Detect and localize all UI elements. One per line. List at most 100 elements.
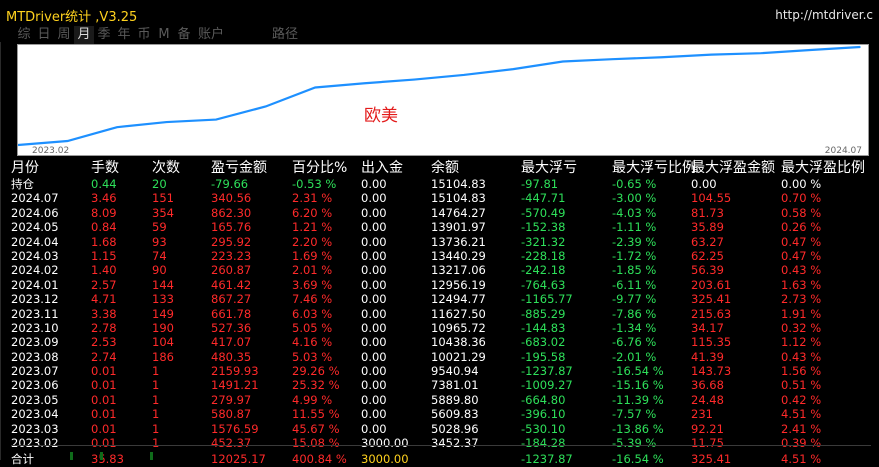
cell-max_dd_pct: -5.39 % (612, 436, 657, 451)
cell-max_dd_pct: -7.86 % (612, 306, 657, 321)
cell-lots: 0.01 (91, 392, 117, 407)
cell-balance: 7381.01 (431, 378, 479, 393)
cell-max_fp: 36.68 (691, 378, 724, 393)
cell-lots: 1.68 (91, 234, 117, 249)
cell-deposit: 0.00 (361, 234, 387, 249)
cell-max_dd: -152.38 (521, 220, 566, 235)
cell-lots: 0.84 (91, 220, 117, 235)
cell-count: 93 (152, 234, 167, 249)
cell-month: 2024.05 (11, 220, 59, 235)
cell-max_dd: -1165.77 (521, 292, 573, 307)
cell-lots: 8.09 (91, 205, 117, 220)
cell-lots: 2.74 (91, 349, 117, 364)
cell-max_fp_pct: 2.41 % (781, 421, 822, 436)
holding-deposit: 0.00 (361, 177, 387, 191)
cell-max_fp: 35.89 (691, 220, 724, 235)
bottom-tick-1 (100, 452, 103, 460)
cell-count: 1 (152, 364, 160, 379)
cell-deposit: 0.00 (361, 364, 387, 379)
cell-max_dd_pct: -1.34 % (612, 320, 657, 335)
cell-max_dd: -570.49 (521, 205, 566, 220)
cell-month: 2023.09 (11, 335, 59, 350)
cell-pct: 6.03 % (292, 306, 333, 321)
tab-2[interactable]: 周 (57, 27, 71, 42)
cell-pct: 2.01 % (292, 263, 333, 278)
cell-max_fp_pct: 0.42 % (781, 392, 822, 407)
website-link[interactable]: http://mtdriver.c (775, 8, 873, 22)
cell-deposit: 0.00 (361, 306, 387, 321)
cell-count: 74 (152, 248, 167, 263)
cell-max_fp_pct: 0.47 % (781, 234, 822, 249)
cell-max_fp: 215.63 (691, 306, 732, 321)
cell-pct: 29.26 % (292, 364, 340, 379)
tab-3[interactable]: 月 (74, 26, 94, 44)
table-row: 2023.12 4.71 133 867.27 7.46 % 0.00 12494.77 -1… (11, 292, 871, 306)
cell-max_dd: -530.10 (521, 421, 566, 436)
cell-count: 186 (152, 349, 174, 364)
holding-row: 持仓 0.44 20 -79.66 -0.53 % 0.00 15104.83 -97.81 -… (11, 177, 871, 191)
cell-max_fp: 203.61 (691, 277, 732, 292)
cell-pct: 1.69 % (292, 248, 333, 263)
cell-deposit: 0.00 (361, 248, 387, 263)
cell-deposit: 0.00 (361, 407, 387, 422)
cell-pct: 3.69 % (292, 277, 333, 292)
cell-pct: 5.03 % (292, 349, 333, 364)
cell-lots: 1.40 (91, 263, 117, 278)
title-bar: MTDriver统计 ,V3.25 http://mtdriver.c (0, 0, 879, 28)
equity-point-17 (859, 46, 861, 48)
cell-pct: 25.32 % (292, 378, 340, 393)
cell-pl: 260.87 (211, 263, 252, 278)
tab-6[interactable]: 币 (137, 27, 151, 42)
tab-0[interactable]: 综 (17, 27, 31, 42)
cell-max_fp_pct: 1.63 % (781, 277, 822, 292)
cell-max_fp: 92.21 (691, 421, 724, 436)
header-month: 月份 (11, 160, 39, 176)
header-max_fp_pct: 最大浮盈比例 (781, 160, 865, 176)
window-title: MTDriver统计 ,V3.25 (6, 10, 138, 25)
cell-count: 149 (152, 306, 174, 321)
cell-balance: 12956.19 (431, 277, 486, 292)
header-max_fp: 最大浮盈金额 (691, 160, 775, 176)
cell-max_fp: 81.73 (691, 205, 724, 220)
equity-point-1 (66, 140, 69, 142)
cell-pl: 223.23 (211, 248, 252, 263)
equity-point-9 (462, 74, 465, 76)
bottom-tick-0 (70, 452, 73, 460)
cell-month: 2023.04 (11, 407, 59, 422)
cell-balance: 9540.94 (431, 364, 479, 379)
tab-7[interactable]: M (158, 27, 170, 42)
cell-pct: 11.55 % (292, 407, 340, 422)
cell-pl: 279.97 (211, 392, 252, 407)
cell-balance: 5889.80 (431, 392, 479, 407)
cell-max_dd: -1237.87 (521, 364, 573, 379)
cell-month: 2023.06 (11, 378, 59, 393)
cell-lots: 2.53 (91, 335, 117, 350)
cell-lots: 2.57 (91, 277, 117, 292)
cell-month: 2023.05 (11, 392, 59, 407)
cell-pct: 5.05 % (292, 320, 333, 335)
period-tabs: 综日周月季年币 M 备账户 路径 (14, 26, 302, 44)
equity-point-5 (264, 105, 267, 108)
tab-9[interactable]: 账户 (197, 27, 224, 42)
cell-pl: 1491.21 (211, 378, 259, 393)
cell-month: 2024.01 (11, 277, 59, 292)
cell-pl: 2159.93 (211, 364, 259, 379)
table-row: 2023.09 2.53 104 417.07 4.16 % 0.00 10438.36 -6… (11, 335, 871, 349)
header-max_dd_pct: 最大浮亏比例 (612, 160, 696, 176)
tab-5[interactable]: 年 (117, 27, 131, 42)
tab-8[interactable]: 备 (177, 27, 191, 42)
cell-max_dd: -184.28 (521, 436, 566, 451)
tab-4[interactable]: 季 (97, 27, 111, 42)
cell-deposit: 0.00 (361, 191, 387, 206)
tab-1[interactable]: 日 (37, 27, 51, 42)
tab-10[interactable]: 路径 (271, 27, 298, 42)
cell-max_fp: 63.27 (691, 234, 724, 249)
cell-month: 2024.03 (11, 248, 59, 263)
holding-pl: -79.66 (211, 177, 249, 191)
cell-max_fp_pct: 0.58 % (781, 205, 822, 220)
cell-max_fp_pct: 1.91 % (781, 306, 822, 321)
table-header: 月份 手数 次数 盈亏金额 百分比% 出入金 余额 最大浮亏 最大浮亏比例 最大浮盈金额 最大浮盈比… (11, 160, 871, 177)
cell-month: 2024.02 (11, 263, 59, 278)
cell-balance: 11627.50 (431, 306, 486, 321)
cell-pl: 417.07 (211, 335, 252, 350)
